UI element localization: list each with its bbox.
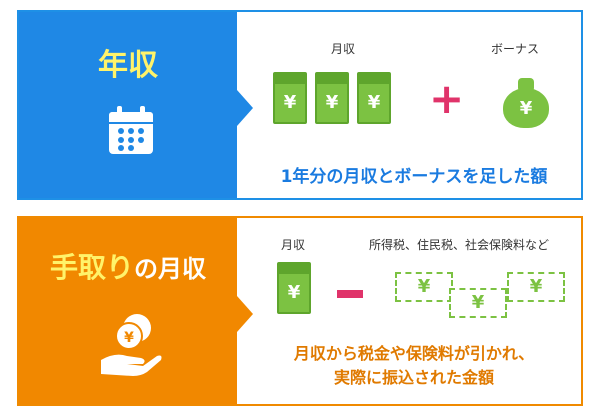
tax-label: 所得税、住民税、社会保険料など bbox=[369, 238, 550, 252]
annual-side: 年収 bbox=[19, 12, 237, 198]
annual-title: 年収 bbox=[98, 48, 158, 83]
dashed-bill: ¥ bbox=[395, 272, 453, 302]
envelope-icon: ¥ bbox=[357, 72, 391, 124]
takehome-title: 手取りの月収 bbox=[19, 246, 237, 286]
calendar-icon bbox=[103, 104, 159, 160]
annual-arrow bbox=[237, 90, 253, 126]
yen-symbol: ¥ bbox=[367, 92, 381, 113]
plus-sign: + bbox=[429, 74, 465, 123]
yen-symbol: ¥ bbox=[417, 276, 431, 297]
hand-coins-icon: ¥ bbox=[97, 310, 165, 378]
dashed-bill: ¥ bbox=[449, 288, 507, 318]
takehome-caption-line1: 月収から税金や保険料が引かれ、 bbox=[293, 344, 535, 363]
yen-symbol: ¥ bbox=[529, 276, 543, 297]
bonus-label: ボーナス bbox=[491, 42, 540, 56]
takehome-caption-line2: 実際に振込された金額 bbox=[333, 368, 494, 387]
svg-text:¥: ¥ bbox=[124, 330, 134, 346]
takehome-title-main: 手取り bbox=[49, 251, 134, 284]
takehome-arrow bbox=[237, 296, 253, 332]
yen-symbol: ¥ bbox=[283, 92, 297, 113]
monthly-label: 月収 bbox=[331, 42, 356, 56]
minus-sign bbox=[337, 290, 363, 298]
takehome-title-sub: の月収 bbox=[134, 255, 206, 283]
yen-symbol: ¥ bbox=[325, 92, 339, 113]
annual-caption: 1年分の月収とボーナスを足した額 bbox=[280, 167, 548, 187]
yen-symbol: ¥ bbox=[287, 282, 301, 303]
dashed-bill: ¥ bbox=[507, 272, 565, 302]
yen-symbol: ¥ bbox=[471, 292, 485, 313]
envelope-icon: ¥ bbox=[315, 72, 349, 124]
envelope-icon: ¥ bbox=[273, 72, 307, 124]
money-bag-icon: ¥ bbox=[499, 72, 553, 128]
yen-symbol: ¥ bbox=[519, 98, 533, 119]
monthly-label: 月収 bbox=[281, 238, 306, 252]
takehome-caption: 月収から税金や保険料が引かれ、 実際に振込された金額 bbox=[249, 342, 579, 390]
takehome-panel: 手取りの月収 ¥ 月収 ¥ 所得税、住民税、社会保険料など ¥ ¥ ¥ 月収から… bbox=[17, 216, 583, 406]
annual-income-panel: 年収 月収 ¥ ¥ ¥ + ボーナス ¥ 1年分の月収とボーナスを足した額 bbox=[17, 10, 583, 200]
envelope-icon: ¥ bbox=[277, 262, 311, 314]
takehome-side: 手取りの月収 ¥ bbox=[19, 218, 237, 404]
